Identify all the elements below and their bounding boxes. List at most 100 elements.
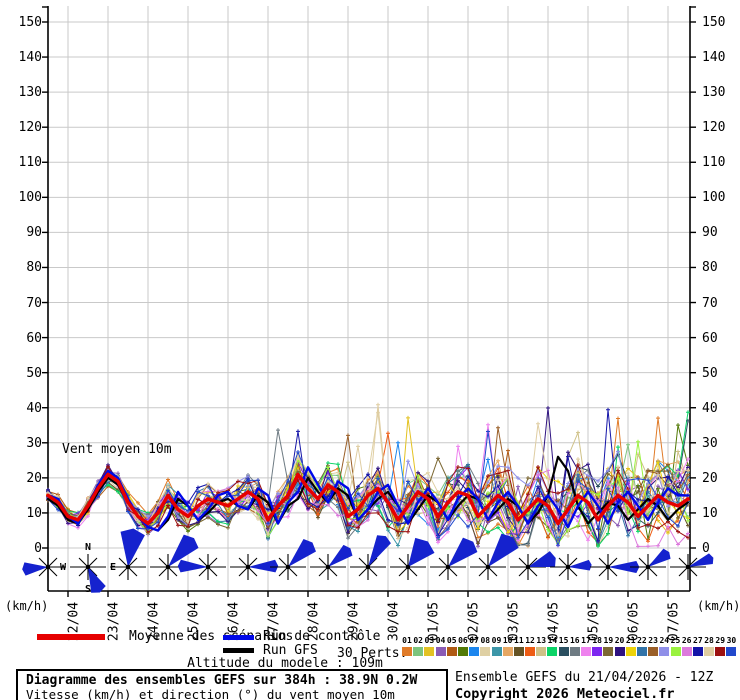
legend-control-label: Run de contrôle: [263, 629, 381, 644]
y-tick-label: 80: [26, 260, 42, 276]
wind-rose-arrow: [488, 533, 519, 567]
y-tick-label: 140: [18, 50, 42, 66]
pert-color-swatch: [704, 647, 715, 656]
y-tick-label: 100: [702, 190, 726, 206]
pert-color-swatch: [603, 647, 614, 656]
unit-label-left: (km/h): [5, 599, 49, 613]
wind-rose-arrow: [688, 553, 714, 567]
pert-number: 29: [715, 636, 726, 645]
y-tick-label: 40: [702, 400, 718, 416]
pert-number: 08: [480, 636, 491, 645]
compass-w: W: [60, 562, 67, 573]
pert-color-swatch: [636, 647, 647, 656]
y-tick-label: 90: [702, 225, 718, 241]
pert-color-swatch: [536, 647, 547, 656]
pert-color-swatch: [681, 647, 692, 656]
pert-number: 18: [592, 636, 602, 645]
pert-number: 21: [625, 636, 636, 645]
y-tick-label: 80: [702, 260, 718, 276]
chart-title: Diagramme des ensembles GEFS sur 384h : …: [26, 673, 418, 688]
pert-color-swatch: [491, 647, 502, 656]
y-tick-label: 130: [18, 85, 42, 101]
chart-annotation: Vent moyen 10m: [62, 442, 172, 457]
pert-number: 11: [514, 636, 524, 645]
altitude-note: Altitude du modele : 109m: [187, 656, 383, 671]
pert-color-swatch: [592, 647, 603, 656]
y-tick-label: 140: [702, 50, 726, 66]
pert-number: 03: [424, 636, 435, 645]
y-tick-label: 60: [702, 330, 718, 346]
chart-subtitle: Vitesse (km/h) et direction (°) du vent …: [26, 687, 395, 700]
pert-color-swatch: [670, 647, 681, 656]
pert-number: 30: [726, 636, 737, 645]
pert-color-swatch: [614, 647, 625, 656]
pert-color-swatch: [469, 647, 480, 656]
legend-gfs-label: Run GFS: [263, 643, 318, 658]
pert-number: 12: [525, 636, 535, 645]
y-tick-label: 70: [702, 295, 718, 311]
series-line-mean: [46, 472, 690, 526]
y-tick-label: 150: [18, 14, 42, 30]
pert-number: 20: [614, 636, 625, 645]
pert-number: 14: [547, 636, 558, 645]
pert-color-swatch: [581, 647, 591, 656]
y-tick-label: 0: [34, 541, 42, 556]
y-tick-label: 150: [702, 14, 726, 30]
pert-number: 24: [659, 636, 670, 645]
pert-color-swatch: [726, 647, 737, 656]
pert-number: 16: [569, 636, 580, 645]
pert-color-swatch: [513, 647, 524, 656]
wind-rose-arrow: [368, 535, 391, 567]
pert-number: 02: [413, 636, 423, 645]
wind-rose-arrow: [88, 567, 106, 593]
y-tick-label: 30: [702, 435, 718, 451]
copyright: Copyright 2026 Meteociel.fr: [455, 686, 675, 700]
pert-color-swatch: [402, 647, 412, 656]
y-tick-label: 120: [702, 120, 726, 136]
compass-n: N: [85, 542, 91, 553]
wind-rose-arrow: [648, 548, 671, 567]
pert-number: 19: [603, 636, 614, 645]
y-tick-label: 30: [26, 435, 42, 451]
pert-color-swatch: [692, 647, 703, 656]
pert-number: 01: [402, 636, 412, 645]
y-tick-label: 70: [26, 295, 42, 311]
pert-color-swatch: [569, 647, 580, 656]
y-tick-label: 100: [18, 190, 42, 206]
y-tick-label: 0: [702, 541, 710, 556]
pert-color-swatch: [480, 647, 491, 656]
pert-number: 28: [704, 636, 714, 645]
pert-color-swatch: [424, 647, 435, 656]
pert-number: 22: [637, 636, 647, 645]
unit-label-right: (km/h): [697, 599, 740, 613]
y-tick-label: 10: [26, 505, 42, 521]
pert-number: 10: [502, 636, 513, 645]
wind-rose-arrow: [177, 559, 208, 573]
y-tick-label: 50: [702, 365, 718, 381]
pert-color-swatch: [659, 647, 670, 656]
pert-number: 15: [558, 636, 569, 645]
pert-color-swatch: [547, 647, 558, 656]
pert-color-swatch: [715, 647, 726, 656]
y-tick-label: 110: [702, 155, 726, 171]
pert-number: 17: [581, 636, 591, 645]
wind-rose-arrow: [248, 559, 279, 573]
y-tick-label: 10: [702, 505, 718, 521]
wind-rose-arrow: [448, 537, 478, 567]
pert-color-squares: [402, 647, 738, 656]
y-tick-label: 60: [26, 330, 42, 346]
legend-control-swatch: [223, 635, 254, 640]
wind-rose-arrow: [408, 537, 435, 567]
legend-perts-label: 30 Perts.: [337, 646, 408, 661]
compass-s: S: [85, 584, 91, 595]
y-tick-label: 50: [26, 365, 42, 381]
ensemble-wind-chart: NSWE: [22, 6, 714, 597]
wind-rose-arrow: [288, 539, 316, 567]
wind-rose-arrow: [608, 560, 640, 574]
pert-number: 23: [648, 636, 658, 645]
pert-color-swatch: [435, 647, 446, 656]
wind-rose-arrow: [528, 551, 556, 567]
series-line-control: [46, 466, 690, 532]
wind-rose-arrow: [568, 559, 592, 571]
